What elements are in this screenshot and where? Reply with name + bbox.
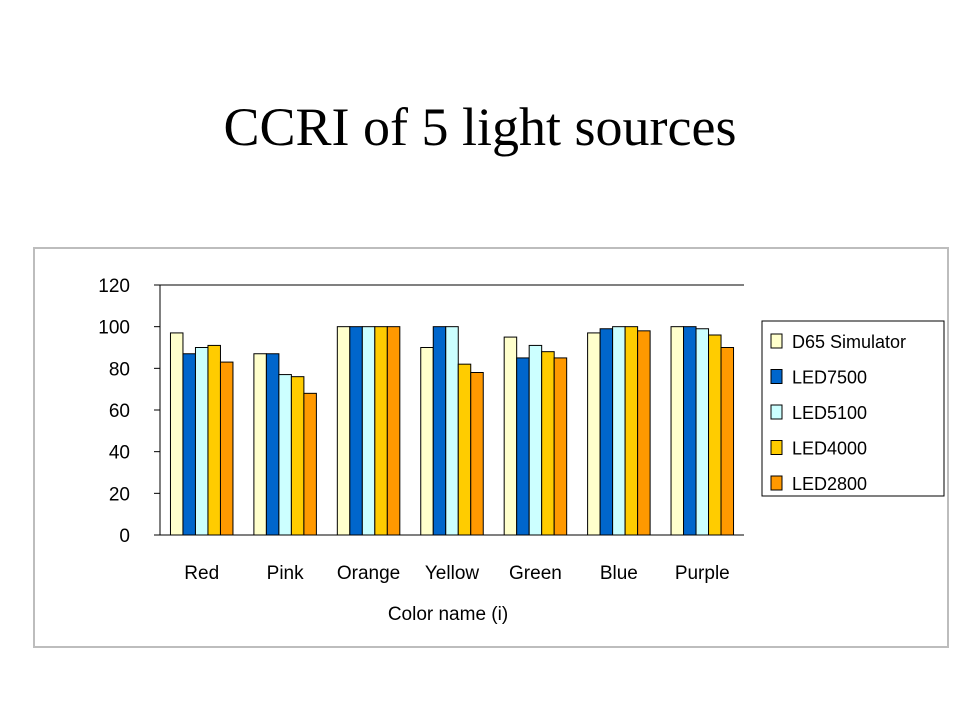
bar xyxy=(541,351,555,536)
bar xyxy=(386,326,401,536)
bar xyxy=(194,347,209,536)
x-axis-label: Color name (i) xyxy=(388,604,508,625)
y-tick-label: 20 xyxy=(109,484,130,505)
bar xyxy=(253,353,267,536)
bar xyxy=(516,357,530,536)
bar xyxy=(670,326,685,536)
bar xyxy=(503,336,518,536)
y-tick-label: 0 xyxy=(119,526,130,547)
legend-swatch xyxy=(770,333,783,349)
bar xyxy=(720,347,735,536)
legend-label: LED2800 xyxy=(792,474,867,494)
bar xyxy=(599,328,614,536)
legend-swatch xyxy=(770,369,783,384)
bar xyxy=(182,353,196,536)
bar xyxy=(637,330,651,536)
legend-label: LED4000 xyxy=(792,439,867,459)
y-tick-label: 120 xyxy=(98,276,130,297)
legend-box xyxy=(761,320,945,497)
y-tick-label: 40 xyxy=(109,443,130,464)
bar xyxy=(349,326,363,536)
bar xyxy=(683,326,697,536)
x-tick-label: Red xyxy=(184,563,219,584)
x-tick-label: Pink xyxy=(267,563,304,584)
bar xyxy=(219,361,234,536)
plot-area: 0 20 40 60 80 100 120 Red Pink Orange Yellow Green B… xyxy=(98,276,744,584)
x-tick-label: Orange xyxy=(337,563,400,584)
bar xyxy=(612,326,626,536)
bar xyxy=(278,374,292,536)
bar xyxy=(457,363,472,536)
legend-swatch xyxy=(770,404,783,420)
bar xyxy=(290,376,305,536)
slide-title: CCRI of 5 light sources xyxy=(223,97,737,157)
bar xyxy=(695,328,710,536)
bar xyxy=(336,326,351,536)
legend: D65 Simulator LED7500 LED5100 LED4000 LED280… xyxy=(761,320,945,497)
x-tick-label: Green xyxy=(509,563,562,584)
legend-label: D65 Simulator xyxy=(792,332,906,352)
y-tick-label: 80 xyxy=(109,359,130,380)
bar xyxy=(528,344,543,536)
bar xyxy=(169,332,184,536)
bar xyxy=(553,357,568,536)
x-tick-label: Yellow xyxy=(425,563,480,584)
bar xyxy=(624,326,639,536)
legend-label: LED5100 xyxy=(792,403,867,423)
y-tick-label: 60 xyxy=(109,401,130,422)
y-tick-label: 100 xyxy=(98,318,130,339)
bar xyxy=(374,326,388,536)
bar xyxy=(470,372,484,536)
bar xyxy=(420,347,434,536)
x-tick-label: Blue xyxy=(600,563,638,584)
bar xyxy=(587,332,601,536)
bar xyxy=(708,334,722,536)
bar xyxy=(432,326,447,536)
legend-swatch xyxy=(770,475,783,491)
bar xyxy=(303,392,317,536)
bar xyxy=(445,326,459,536)
legend-swatch xyxy=(770,440,783,455)
legend-label: LED7500 xyxy=(792,368,867,388)
bar xyxy=(265,353,280,536)
bar xyxy=(207,344,221,536)
x-tick-label: Purple xyxy=(675,563,730,584)
bar xyxy=(361,326,376,536)
